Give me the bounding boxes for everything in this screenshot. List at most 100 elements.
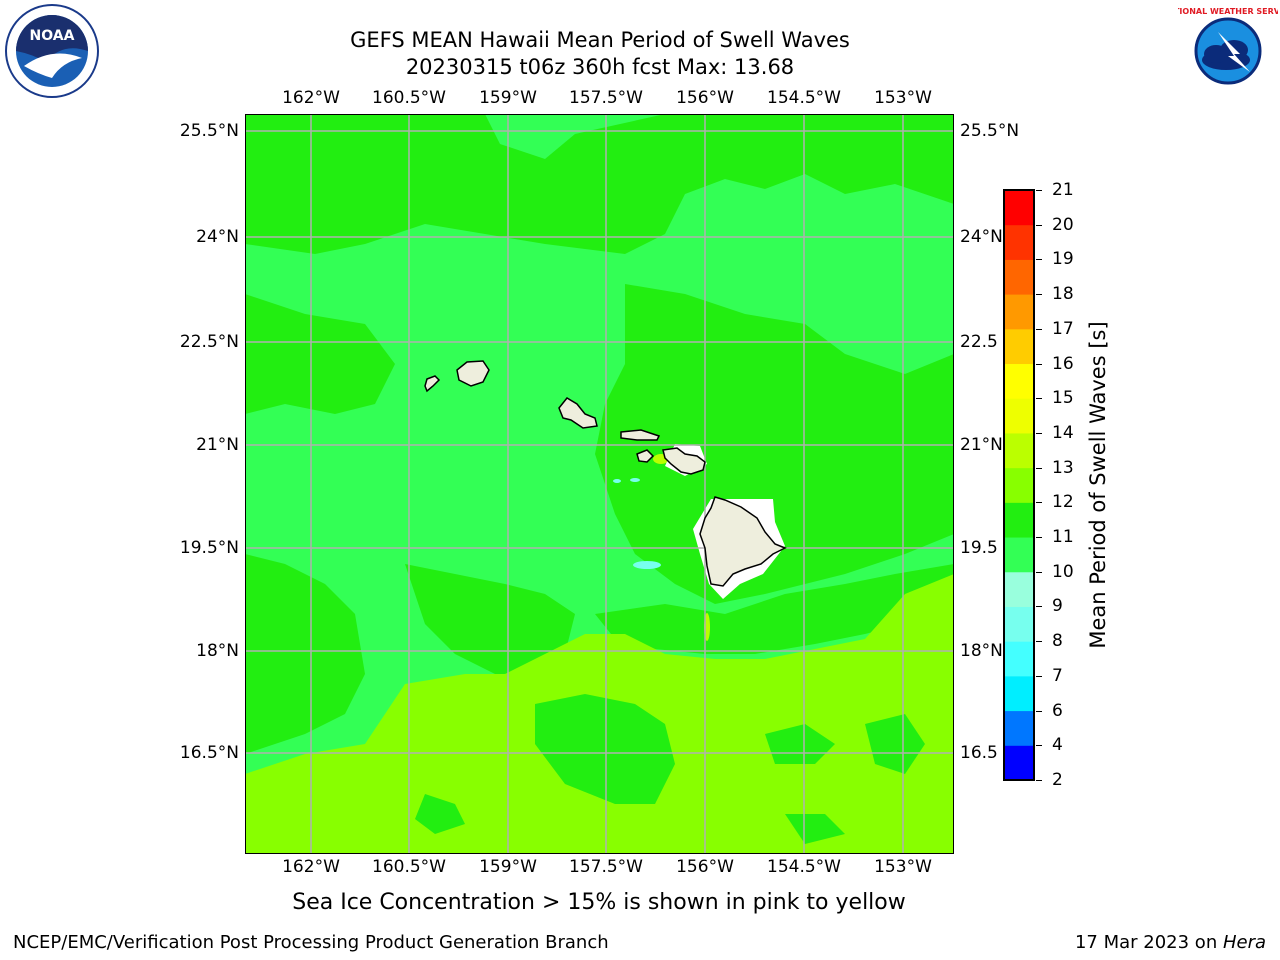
noaa-logo: NOAA (5, 4, 99, 98)
colorbar-segment (1004, 745, 1034, 781)
contour-band-9-10 (630, 478, 640, 482)
contour-band-11-12 (785, 814, 845, 844)
lon-label-bottom: 156°W (676, 857, 734, 877)
island-hawaii (699, 496, 787, 587)
colorbar-tick (1036, 780, 1042, 781)
colorbar-tick (1036, 606, 1042, 608)
sea-ice-note: Sea Ice Concentration > 15% is shown in … (292, 890, 906, 915)
colorbar-tick (1036, 641, 1042, 643)
colorbar-segment (1004, 432, 1034, 469)
graticule (245, 114, 954, 854)
colorbar-segment (1004, 259, 1034, 295)
island-niihau (424, 375, 441, 393)
colorbar-tick-label: 17 (1052, 318, 1074, 339)
colorbar-tick (1036, 294, 1042, 296)
contour-band-9-10 (633, 561, 661, 569)
lat-label-left: 22.5°N (179, 332, 239, 352)
colorbar-tick (1036, 224, 1042, 226)
footer-date: 17 Mar 2023 on Hera (1075, 932, 1266, 953)
contour-band-11-12 (595, 564, 954, 654)
lon-label-bottom: 162°W (282, 857, 340, 877)
colorbar-tick-label: 4 (1052, 735, 1063, 756)
lon-label-bottom: 157.5°W (569, 857, 643, 877)
colorbar-tick (1036, 398, 1042, 400)
colorbar-tick (1036, 675, 1042, 677)
colorbar-tick-label: 20 (1052, 214, 1074, 235)
colorbar-tick-label: 7 (1052, 665, 1063, 686)
lon-label-top: 160.5°W (372, 88, 446, 108)
contour-band-11-12 (765, 724, 835, 764)
colorbar-tick (1036, 745, 1042, 747)
colorbar-tick-label: 12 (1052, 492, 1074, 513)
footer-credit: NCEP/EMC/Verification Post Processing Pr… (13, 932, 609, 953)
lat-label-right: 18°N (960, 641, 1003, 661)
colorbar-segment (1004, 328, 1034, 365)
lon-label-top: 153°W (874, 88, 932, 108)
colorbar-segment (1004, 675, 1034, 712)
colorbar-tick-label: 16 (1052, 353, 1074, 374)
colorbar-segment (1004, 537, 1034, 573)
colorbar-tick-label: 18 (1052, 284, 1074, 305)
contour-band-11-12 (405, 564, 575, 674)
lon-label-top: 154.5°W (767, 88, 841, 108)
lat-label-left: 16.5°N (179, 743, 239, 763)
nws-logo-text: NATIONAL WEATHER SERVICE (1178, 7, 1278, 16)
island-lanai (636, 449, 655, 463)
colorbar-tick (1036, 328, 1042, 330)
island-oahu (558, 397, 598, 429)
colorbar-tick (1036, 502, 1042, 504)
contour-band-11-12 (595, 284, 954, 604)
colorbar-tick-label: 13 (1052, 457, 1074, 478)
colorbar-segment (1004, 606, 1034, 642)
colorbar-tick (1036, 432, 1042, 434)
contour-band-9-10 (613, 479, 621, 483)
colorbar-tick (1036, 467, 1042, 469)
map-panel (245, 114, 954, 854)
nws-logo: NATIONAL WEATHER SERVICE (1178, 4, 1278, 98)
contour-band-11-12 (245, 114, 954, 254)
lat-label-right: 21°N (960, 435, 1003, 455)
lon-label-bottom: 160.5°W (372, 857, 446, 877)
lon-label-top: 162°W (282, 88, 340, 108)
lon-label-top: 156°W (676, 88, 734, 108)
lat-label-left: 19.5°N (179, 538, 239, 558)
lat-label-left: 18°N (196, 641, 239, 661)
colorbar-tick (1036, 363, 1042, 365)
colorbar-tick (1036, 190, 1042, 191)
lon-label-bottom: 159°W (479, 857, 537, 877)
contour-band-11-12 (245, 294, 395, 414)
noaa-logo-text: NOAA (30, 28, 75, 44)
colorbar-tick-label: 19 (1052, 249, 1074, 270)
colorbar-segment (1004, 190, 1034, 226)
colorbar-segment (1004, 224, 1034, 260)
lat-label-right: 16.5 (960, 743, 998, 763)
contour-band-11-12 (245, 554, 365, 754)
colorbar (1003, 189, 1035, 781)
colorbar-tick-label: 8 (1052, 631, 1063, 652)
contour-band-11-12 (415, 794, 465, 834)
lat-label-left: 21°N (196, 435, 239, 455)
lat-label-left: 24°N (196, 227, 239, 247)
colorbar-tick (1036, 537, 1042, 539)
colorbar-segment (1004, 502, 1034, 538)
colorbar-segment (1004, 710, 1034, 746)
island-molokai (620, 429, 661, 441)
colorbar-segment (1004, 294, 1034, 330)
colorbar-tick-label: 10 (1052, 561, 1074, 582)
colorbar-segment (1004, 398, 1034, 434)
contour-band-11-12 (865, 714, 925, 774)
contour-band-11-12 (535, 694, 675, 804)
chart-subtitle: 20230315 t06z 360h fcst Max: 13.68 (405, 55, 795, 79)
colorbar-segment (1004, 641, 1034, 677)
lat-label-right: 22.5 (960, 332, 998, 352)
colorbar-segment (1004, 363, 1034, 399)
colorbar-tick-label: 6 (1052, 700, 1063, 721)
lat-label-right: 19.5 (960, 538, 998, 558)
lat-label-right: 24°N (960, 227, 1003, 247)
footer-date-text: 17 Mar 2023 on (1074, 932, 1223, 953)
chart-title: GEFS MEAN Hawaii Mean Period of Swell Wa… (350, 28, 850, 52)
colorbar-border (1003, 189, 1035, 781)
colorbar-tick-label: 15 (1052, 388, 1074, 409)
lon-label-top: 159°W (479, 88, 537, 108)
colorbar-tick-label: 14 (1052, 422, 1074, 443)
